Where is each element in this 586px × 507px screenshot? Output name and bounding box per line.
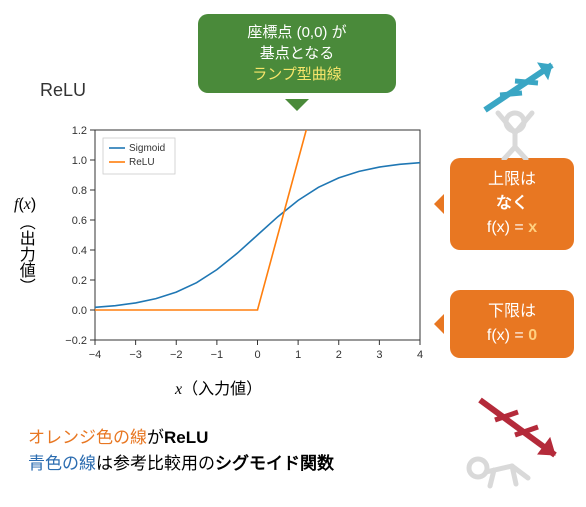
callout-lower-line2: f(x) = 0 bbox=[462, 324, 562, 348]
svg-text:4: 4 bbox=[417, 349, 423, 361]
svg-text:−4: −4 bbox=[89, 349, 102, 361]
callout-origin-line1: 座標点 (0,0) が bbox=[212, 22, 382, 43]
callout-origin: 座標点 (0,0) が 基点となる ランプ型曲線 bbox=[198, 14, 396, 93]
svg-text:0.6: 0.6 bbox=[72, 215, 87, 227]
relu-chart: −4 −3 −2 −1 0 1 2 3 4 −0.2 0.0 0.2 0.4 0.6 0.8 1.0 1.2 Si… bbox=[50, 120, 430, 395]
svg-text:3: 3 bbox=[376, 349, 382, 361]
svg-text:−0.2: −0.2 bbox=[65, 335, 87, 347]
svg-text:0.8: 0.8 bbox=[72, 185, 87, 197]
svg-text:1: 1 bbox=[295, 349, 301, 361]
page-title: ReLU bbox=[40, 80, 86, 101]
figure-crawl-icon bbox=[450, 390, 580, 500]
svg-text:0.2: 0.2 bbox=[72, 275, 87, 287]
svg-text:0: 0 bbox=[254, 349, 260, 361]
footer-orange: オレンジ色の線 bbox=[28, 428, 147, 447]
x-axis-label: x（入力値） bbox=[175, 375, 262, 399]
callout-origin-line3: ランプ型曲線 bbox=[212, 64, 382, 85]
footer-legend-text: オレンジ色の線がReLU 青色の線は参考比較用のシグモイド関数 bbox=[28, 425, 334, 476]
svg-text:1.0: 1.0 bbox=[72, 155, 87, 167]
footer-blue: 青色の線 bbox=[28, 454, 96, 473]
svg-text:2: 2 bbox=[336, 349, 342, 361]
callout-lower-bound: 下限は f(x) = 0 bbox=[450, 290, 574, 358]
callout-lower-line1: 下限は bbox=[462, 300, 562, 324]
svg-text:0.4: 0.4 bbox=[72, 245, 87, 257]
figure-joy-icon bbox=[460, 55, 570, 160]
callout-upper-line3: f(x) = x bbox=[462, 216, 562, 240]
svg-text:ReLU: ReLU bbox=[129, 157, 155, 168]
svg-text:0.0: 0.0 bbox=[72, 305, 87, 317]
svg-text:Sigmoid: Sigmoid bbox=[129, 143, 165, 154]
callout-upper-bound: 上限は なく f(x) = x bbox=[450, 158, 574, 250]
callout-upper-line2: なく bbox=[462, 192, 562, 216]
svg-text:−3: −3 bbox=[129, 349, 142, 361]
svg-text:−2: −2 bbox=[170, 349, 183, 361]
callout-origin-line2: 基点となる bbox=[212, 43, 382, 64]
callout-upper-line1: 上限は bbox=[462, 168, 562, 192]
svg-text:−1: −1 bbox=[211, 349, 224, 361]
y-axis-label: f(x) （出力値） bbox=[14, 195, 36, 299]
svg-text:1.2: 1.2 bbox=[72, 125, 87, 137]
